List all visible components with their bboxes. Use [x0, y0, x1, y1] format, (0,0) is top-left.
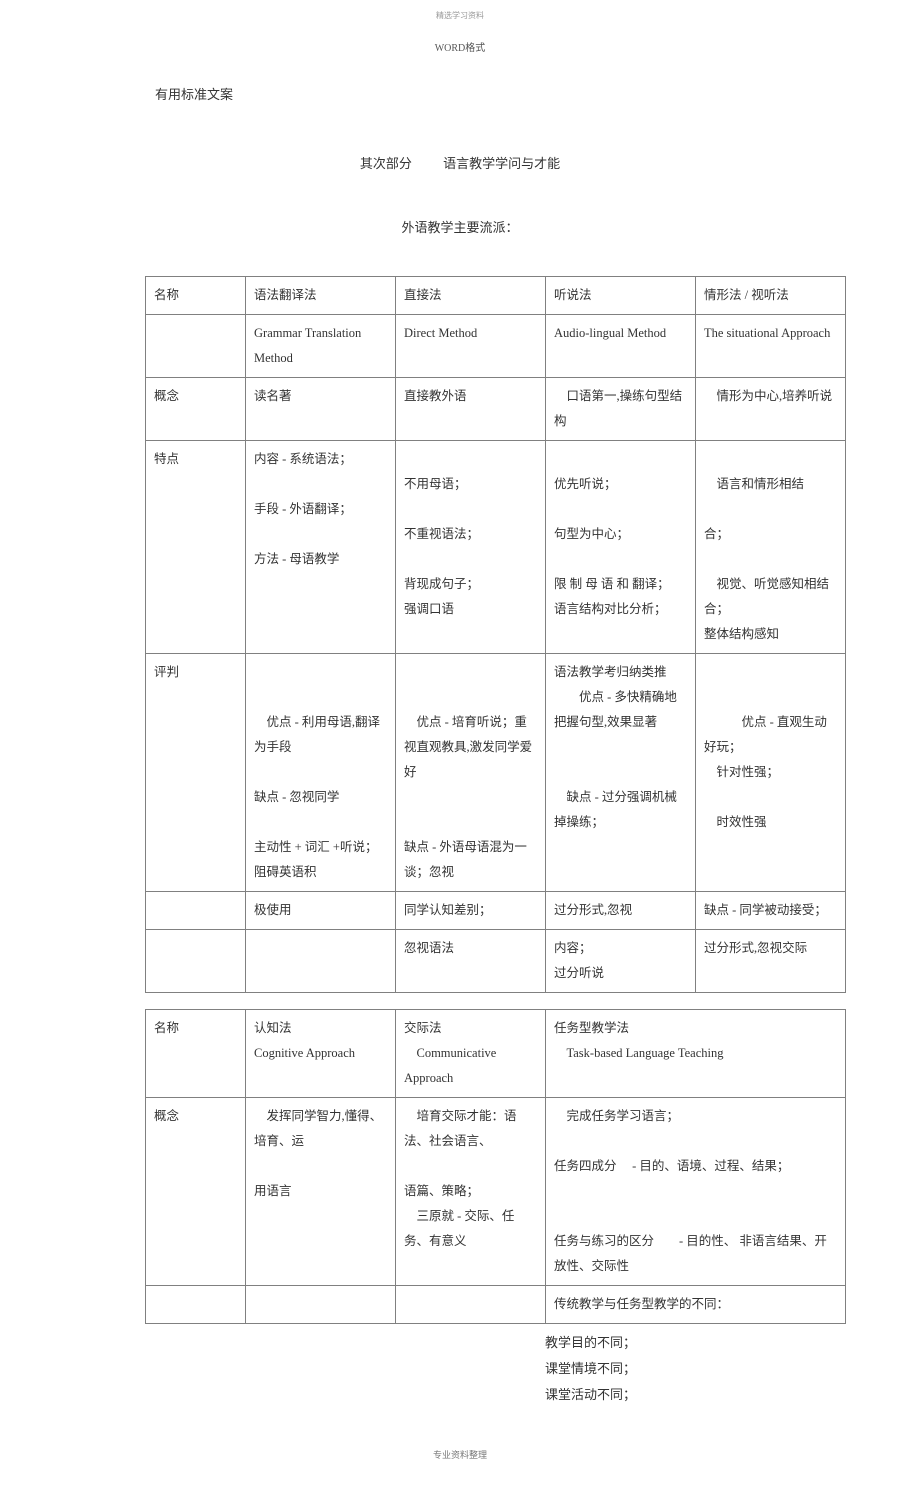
cell: The situational Approach — [696, 315, 846, 378]
tiny-header: 精选学习资料 — [0, 10, 920, 21]
cell: 优点 - 培育听说；重视直观教具,激发同学爱好缺点 - 外语母语混为一谈；忽视 — [396, 654, 546, 892]
footer: 专业资料整理 — [0, 1448, 920, 1461]
table-row: 评判 优点 - 利用母语,翻译为手段缺点 - 忽视同学主动性 + 词汇 +听说；… — [146, 654, 846, 892]
cell: 内容；过分听说 — [546, 930, 696, 993]
cell — [146, 1286, 246, 1324]
cell: 名称 — [146, 1010, 246, 1098]
cell: 优点 - 利用母语,翻译为手段缺点 - 忽视同学主动性 + 词汇 +听说；阻碍英… — [246, 654, 396, 892]
cell: Grammar Translation Method — [246, 315, 396, 378]
cell: 不用母语；不重视语法；背现成句子；强调口语 — [396, 441, 546, 654]
table-row: 忽视语法 内容；过分听说 过分形式,忽视交际 — [146, 930, 846, 993]
word-format-label: WORD格式 — [0, 39, 920, 54]
cell: 任务型教学法 Task-based Language Teaching — [546, 1010, 846, 1098]
cell: Direct Method — [396, 315, 546, 378]
table-row: Grammar Translation Method Direct Method… — [146, 315, 846, 378]
cell: 情形为中心,培养听说 — [696, 378, 846, 441]
cell: 口语第一,操练句型结构 — [546, 378, 696, 441]
cell — [246, 1286, 396, 1324]
cell: 发挥同学智力,懂得、培育、运用语言 — [246, 1098, 396, 1286]
cell: 培育交际才能：语法、社会语言、语篇、策略； 三原就 - 交际、任务、有意义 — [396, 1098, 546, 1286]
cell: 优点 - 直观生动好玩； 针对性强； 时效性强 — [696, 654, 846, 892]
cell: 优先听说；句型为中心；限 制 母 语 和 翻译；语言结构对比分析； — [546, 441, 696, 654]
table-row: 名称 语法翻译法 直接法 听说法 情形法 / 视听法 — [146, 277, 846, 315]
section-title-a: 其次部分 — [360, 156, 412, 171]
cell: 过分形式,忽视交际 — [696, 930, 846, 993]
table-row: 传统教学与任务型教学的不同： — [146, 1286, 846, 1324]
trailing-line: 课堂情境不同； — [545, 1356, 840, 1382]
cell: 名称 — [146, 277, 246, 315]
cell: 评判 — [146, 654, 246, 892]
cell — [146, 930, 246, 993]
cell: 忽视语法 — [396, 930, 546, 993]
trailing-line: 课堂活动不同； — [545, 1382, 840, 1408]
cell — [246, 930, 396, 993]
cell: 直接教外语 — [396, 378, 546, 441]
cell: 概念 — [146, 378, 246, 441]
cell: 语法教学考归纳类推 优点 - 多快精确地把握句型,效果显著 缺点 - 过分强调机… — [546, 654, 696, 892]
subtitle: 外语教学主要流派： — [0, 217, 920, 236]
table-row: 特点 内容 - 系统语法；手段 - 外语翻译；方法 - 母语教学 不用母语；不重… — [146, 441, 846, 654]
cell: 读名著 — [246, 378, 396, 441]
cell: 概念 — [146, 1098, 246, 1286]
cell: 完成任务学习语言；任务四成分 - 目的、语境、过程、结果；任务与练习的区分 - … — [546, 1098, 846, 1286]
table-row: 概念 发挥同学智力,懂得、培育、运用语言 培育交际才能：语法、社会语言、语篇、策… — [146, 1098, 846, 1286]
methods-table-2: 名称 认知法Cognitive Approach 交际法 Communicati… — [145, 1009, 846, 1324]
cell: 认知法Cognitive Approach — [246, 1010, 396, 1098]
cell — [146, 892, 246, 930]
cell: 过分形式,忽视 — [546, 892, 696, 930]
cell: Audio-lingual Method — [546, 315, 696, 378]
trailing-line: 教学目的不同； — [545, 1330, 840, 1356]
methods-table-1: 名称 语法翻译法 直接法 听说法 情形法 / 视听法 Grammar Trans… — [145, 276, 846, 993]
table-row: 极使用 同学认知差别； 过分形式,忽视 缺点 - 同学被动接受； — [146, 892, 846, 930]
cell: 极使用 — [246, 892, 396, 930]
cell: 直接法 — [396, 277, 546, 315]
cell: 特点 — [146, 441, 246, 654]
table-row: 概念 读名著 直接教外语 口语第一,操练句型结构 情形为中心,培养听说 — [146, 378, 846, 441]
table-row: 名称 认知法Cognitive Approach 交际法 Communicati… — [146, 1010, 846, 1098]
pretext: 有用标准文案 — [155, 84, 920, 103]
cell: 交际法 Communicative Approach — [396, 1010, 546, 1098]
cell — [396, 1286, 546, 1324]
section-title: 其次部分 语言教学学问与才能 — [0, 153, 920, 172]
cell: 情形法 / 视听法 — [696, 277, 846, 315]
cell: 听说法 — [546, 277, 696, 315]
cell: 传统教学与任务型教学的不同： — [546, 1286, 846, 1324]
cell: 同学认知差别； — [396, 892, 546, 930]
cell: 语法翻译法 — [246, 277, 396, 315]
cell: 内容 - 系统语法；手段 - 外语翻译；方法 - 母语教学 — [246, 441, 396, 654]
cell: 缺点 - 同学被动接受； — [696, 892, 846, 930]
trailing-lines: 教学目的不同； 课堂情境不同； 课堂活动不同； — [545, 1330, 840, 1408]
cell — [146, 315, 246, 378]
cell: 语言和情形相结合； 视觉、听觉感知相结合；整体结构感知 — [696, 441, 846, 654]
section-title-b: 语言教学学问与才能 — [443, 156, 560, 171]
